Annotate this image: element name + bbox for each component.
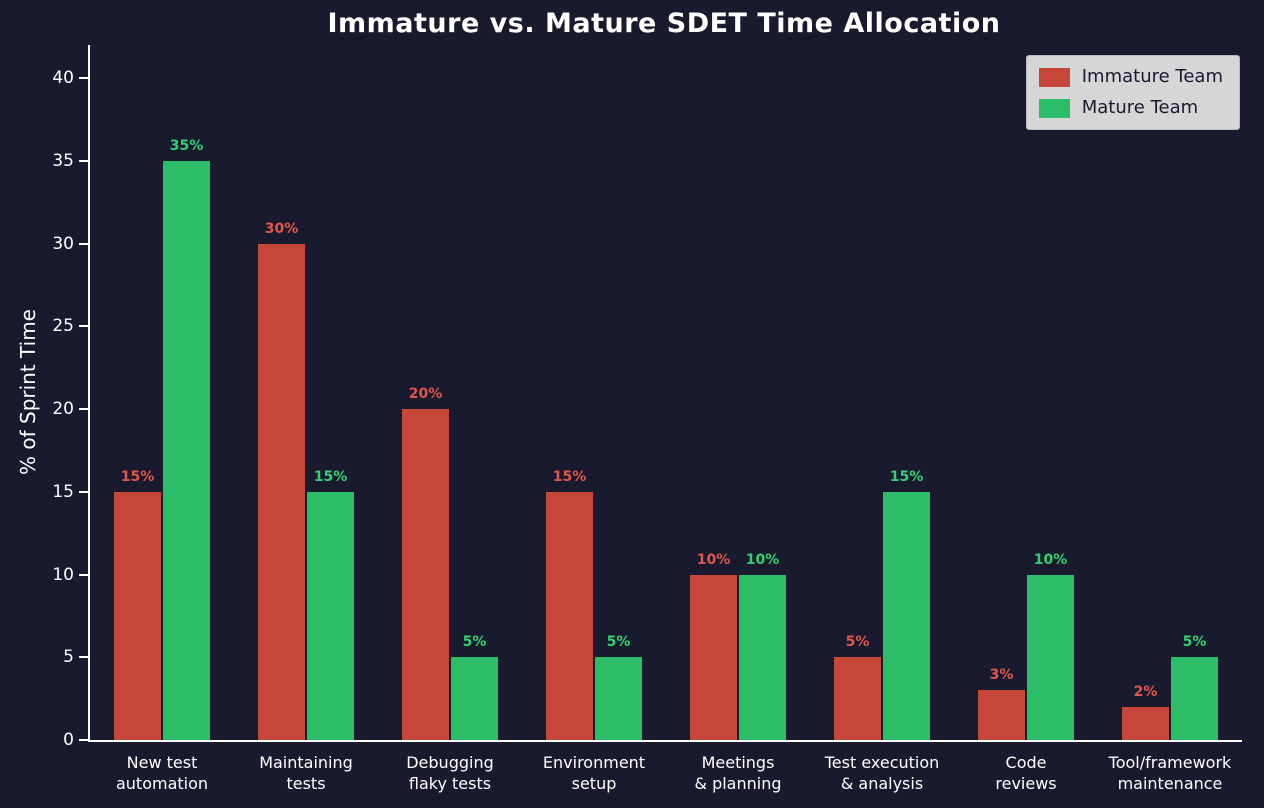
legend-item-immature-team: Immature Team bbox=[1038, 66, 1223, 88]
y-tick-mark-25 bbox=[79, 325, 88, 328]
legend-item-mature-team: Mature Team bbox=[1038, 97, 1223, 119]
y-tick-label-0: 0 bbox=[63, 730, 74, 750]
value-label-mature-team-meetings: 10% bbox=[745, 551, 780, 568]
bar-mature-team-test-execution bbox=[883, 491, 930, 740]
x-tick-label-code: Code reviews bbox=[995, 753, 1057, 793]
value-label-immature-team-meetings: 10% bbox=[696, 551, 731, 568]
legend-swatch-immature-team bbox=[1038, 67, 1070, 87]
value-label-immature-team-tool-framework: 2% bbox=[1133, 683, 1158, 700]
bar-immature-team-new-test bbox=[114, 491, 161, 740]
value-label-immature-team-new-test: 15% bbox=[120, 468, 155, 485]
bar-immature-team-tool-framework bbox=[1122, 706, 1169, 740]
chart-title: Immature vs. Mature SDET Time Allocation bbox=[327, 8, 1001, 39]
x-tick-label-new-test: New test automation bbox=[115, 753, 209, 793]
y-tick-label-20: 20 bbox=[52, 399, 74, 420]
value-label-mature-team-maintaining: 15% bbox=[313, 468, 348, 485]
legend-label-mature-team: Mature Team bbox=[1081, 97, 1199, 118]
x-tick-label-tool-framework: Tool/framework maintenance bbox=[1108, 753, 1232, 793]
bar-mature-team-environment bbox=[595, 657, 642, 740]
value-label-mature-team-debugging: 5% bbox=[462, 634, 487, 651]
bar-mature-team-maintaining bbox=[307, 491, 354, 740]
y-tick-label-10: 10 bbox=[52, 564, 74, 585]
bar-mature-team-new-test bbox=[163, 160, 210, 740]
value-label-mature-team-test-execution: 15% bbox=[889, 468, 924, 485]
y-tick-label-30: 30 bbox=[52, 233, 74, 254]
value-label-immature-team-code: 3% bbox=[989, 667, 1014, 684]
x-tick-label-debugging: Debugging flaky tests bbox=[406, 753, 494, 793]
bar-mature-team-tool-framework bbox=[1171, 657, 1218, 740]
y-tick-label-25: 25 bbox=[52, 316, 74, 337]
y-tick-mark-15 bbox=[79, 490, 88, 493]
legend-swatch-mature-team bbox=[1038, 98, 1070, 118]
y-tick-mark-35 bbox=[79, 159, 88, 162]
y-tick-mark-5 bbox=[79, 656, 88, 659]
x-tick-label-test-execution: Test execution & analysis bbox=[824, 753, 940, 793]
value-label-mature-team-new-test: 35% bbox=[169, 137, 204, 154]
plot-area: 0 5 10 15 20 25 30 35 40 New test automation 15% 35… bbox=[52, 45, 1242, 793]
legend: Immature Team Mature Team bbox=[1025, 55, 1240, 130]
bar-immature-team-meetings bbox=[690, 574, 737, 740]
x-tick-label-meetings: Meetings & planning bbox=[694, 753, 782, 793]
bar-immature-team-debugging bbox=[402, 409, 449, 740]
y-tick-mark-40 bbox=[79, 77, 88, 80]
y-tick-mark-30 bbox=[79, 242, 88, 245]
y-tick-label-5: 5 bbox=[63, 647, 74, 668]
bar-mature-team-debugging bbox=[451, 657, 498, 740]
value-label-immature-team-environment: 15% bbox=[552, 468, 587, 485]
value-label-immature-team-test-execution: 5% bbox=[845, 634, 870, 651]
value-label-immature-team-maintaining: 30% bbox=[264, 220, 299, 237]
value-label-mature-team-tool-framework: 5% bbox=[1182, 634, 1207, 651]
y-tick-label-35: 35 bbox=[52, 150, 74, 171]
y-tick-mark-0 bbox=[79, 739, 88, 741]
x-tick-label-maintaining: Maintaining tests bbox=[259, 753, 353, 793]
x-tick-label-environment: Environment setup bbox=[542, 753, 646, 793]
y-tick-mark-10 bbox=[79, 573, 88, 576]
value-label-immature-team-debugging: 20% bbox=[408, 386, 443, 403]
bar-mature-team-code bbox=[1027, 574, 1074, 740]
value-label-mature-team-code: 10% bbox=[1033, 551, 1068, 568]
bar-immature-team-environment bbox=[546, 491, 593, 740]
bar-immature-team-maintaining bbox=[258, 243, 305, 740]
bar-immature-team-code bbox=[978, 690, 1025, 740]
y-tick-mark-20 bbox=[79, 408, 88, 411]
y-tick-label-40: 40 bbox=[52, 68, 74, 89]
bar-immature-team-test-execution bbox=[834, 657, 881, 740]
value-label-mature-team-environment: 5% bbox=[606, 634, 631, 651]
bar-mature-team-meetings bbox=[739, 574, 786, 740]
legend-label-immature-team: Immature Team bbox=[1081, 66, 1223, 87]
y-tick-label-15: 15 bbox=[52, 481, 74, 502]
